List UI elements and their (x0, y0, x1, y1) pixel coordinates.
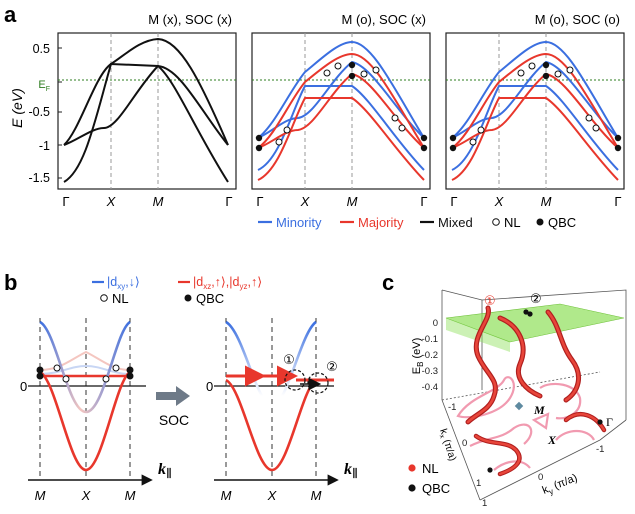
c-kx-tick-1: 0 (462, 438, 467, 449)
c-ztick-3: -0.3 (422, 366, 438, 377)
panel-a-label: a (4, 2, 17, 27)
band-minority-1 (257, 40, 425, 139)
xtick-gamma: Γ (62, 194, 69, 209)
band-minority-3 (257, 85, 425, 171)
c-ztick-1: -0.1 (422, 334, 438, 345)
legend-nl: NL (504, 215, 521, 230)
c-legend-qbc: QBC (422, 481, 450, 496)
legend-mixed: Mixed (438, 215, 473, 230)
b-circle-2: ② (326, 359, 338, 374)
band-majority-1 (257, 52, 425, 149)
b-left-klabel: k∥ (158, 461, 172, 480)
c-ky-tick-1: 0 (538, 472, 543, 483)
svg-text:0.5: 0.5 (33, 42, 50, 56)
c-kx-tick-0: -1 (448, 402, 456, 413)
xtick-m: M (541, 194, 552, 209)
svg-text:-0.5: -0.5 (28, 105, 50, 119)
c-ztick-2: -0.2 (422, 350, 438, 361)
c-ztick-0: 0 (433, 318, 438, 329)
b-left-xtick-x: X (81, 488, 92, 503)
zero-tick-right: 0 (206, 379, 213, 394)
band-majority-3 (257, 97, 425, 181)
legend-minority: Minority (276, 215, 322, 230)
panel-a-title-1: M (x), SOC (x) (148, 12, 232, 27)
soc-arrow: SOC (156, 386, 190, 428)
panel-c-label: c (382, 270, 394, 295)
panel-a-ytick-marks (58, 47, 62, 179)
xtick-x: X (300, 194, 311, 209)
c-ky-label: ky (π/a) (541, 472, 580, 499)
band-minority-3 (451, 85, 619, 171)
legend-b-nl: NL (112, 291, 129, 306)
zero-tick: 0 (20, 379, 27, 394)
legend-b-qbc: QBC (196, 291, 224, 306)
band-majority-1 (451, 52, 619, 149)
band-majority-3 (451, 97, 619, 181)
soc-label: SOC (159, 412, 189, 428)
b-right-xtick-m: M (221, 488, 232, 503)
b-right-xtick-m2: M (311, 488, 322, 503)
c-kx-tick-2: 1 (476, 478, 481, 489)
xtick-gamma: Γ (256, 194, 263, 209)
b-left-xtick-m: M (35, 488, 46, 503)
c-ky-tick-2: -1 (596, 444, 604, 455)
panel-a-kpoint-lines (110, 33, 547, 189)
band-mixed-lower (63, 62, 229, 183)
b-circle-1: ① (283, 352, 295, 367)
xtick-m: M (347, 194, 358, 209)
panel-a-xticks: Γ X M Γ Γ X M Γ Γ X M Γ (62, 194, 621, 209)
xtick-x: X (494, 194, 505, 209)
c-point-x: X (547, 433, 557, 447)
panel-a1-bands (63, 37, 229, 183)
c-legend-nl: NL (422, 461, 439, 476)
c-circle-1: ① (484, 293, 496, 308)
panel-a-title-2: M (o), SOC (x) (342, 12, 427, 27)
panel-c-3d: 0 -0.1 -0.2 -0.3 -0.4 EB (eV) M X Γ (408, 289, 627, 509)
panel-a2-bands (257, 40, 425, 181)
c-zlabel: EB (eV) (411, 338, 425, 375)
b-left-xtick-m2: M (125, 488, 136, 503)
xtick-gamma: Γ (450, 194, 457, 209)
c-point-m: M (533, 403, 545, 417)
band-minority-1 (451, 40, 619, 139)
band-mixed-middle (63, 64, 229, 146)
panel-b-right: 0 ① ② M X M k∥ (206, 318, 358, 503)
c-point-gamma: Γ (606, 415, 613, 429)
c-ztick-4: -0.4 (422, 382, 438, 393)
xtick-m: M (153, 194, 164, 209)
panel-a-title-3: M (o), SOC (o) (535, 12, 620, 27)
panel-a3-bands (451, 40, 619, 181)
b-right-klabel: k∥ (344, 461, 358, 480)
c-ky-tick-0: 1 (482, 498, 487, 509)
xtick-gamma-end: Γ (225, 194, 232, 209)
panel-a-yticks: 0.5 EF -0.5 -1 -1.5 (28, 42, 50, 185)
legend-majority: Majority (358, 215, 404, 230)
xtick-x: X (106, 194, 117, 209)
panel-b-label: b (4, 270, 17, 295)
panel-a-frames (57, 32, 625, 190)
ef-tick: EF (38, 79, 50, 93)
legend-dxz-dyz: |dxz,↑⟩,|dyz,↑⟩ (193, 275, 262, 291)
legend-dxy: |dxy,↓⟩ (107, 275, 140, 291)
svg-text:-1.5: -1.5 (28, 171, 50, 185)
panel-a-legend: Minority Majority Mixed NL QBC (258, 215, 576, 230)
band-mixed-upper (63, 37, 229, 146)
panel-a-ylabel: E (eV) (9, 88, 25, 128)
panel-b-left: 0 M X M k∥ (20, 318, 172, 503)
xtick-gamma-end: Γ (420, 194, 427, 209)
panel-b-legend: |dxy,↓⟩ |dxz,↑⟩,|dyz,↑⟩ NL QBC (92, 275, 262, 306)
panel-a2-points (255, 61, 428, 152)
xtick-gamma-end: Γ (614, 194, 621, 209)
panel-a3-points (449, 61, 622, 152)
c-circle-2: ② (530, 291, 542, 306)
b-right-xtick-x: X (267, 488, 278, 503)
legend-qbc: QBC (548, 215, 576, 230)
svg-text:-1: -1 (39, 139, 50, 153)
